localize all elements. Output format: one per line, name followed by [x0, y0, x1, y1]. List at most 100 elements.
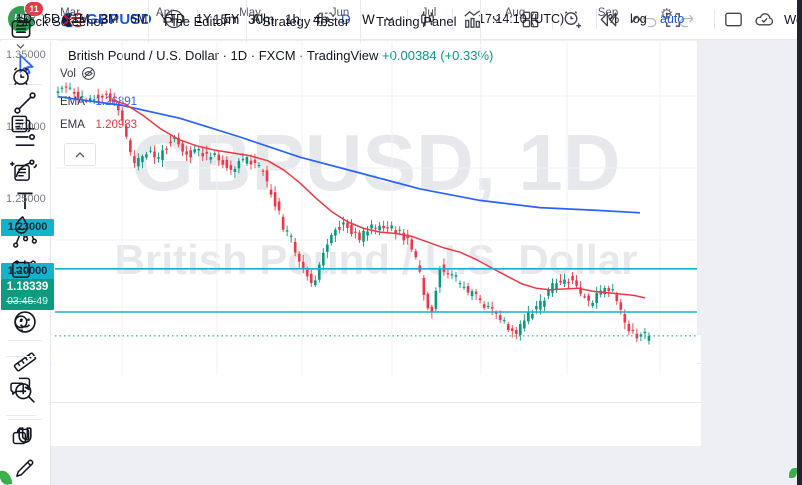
cloud-saved-icon[interactable]: [752, 8, 777, 31]
redo-icon[interactable]: [676, 9, 698, 31]
bottom-tab-pine-editor[interactable]: Pine Editor: [164, 14, 228, 29]
brush-tool-icon[interactable]: [11, 156, 39, 184]
panel-fullscreen-icon[interactable]: [665, 12, 681, 28]
timeframe-button-30m[interactable]: 30m: [248, 12, 275, 27]
clock-utc[interactable]: 17:14:10 (UTC): [478, 12, 565, 26]
range-button-5d[interactable]: 5D: [44, 12, 60, 26]
text-tool-icon[interactable]: [11, 187, 39, 215]
toolbar-separator: [552, 9, 553, 29]
cursor-tool-icon[interactable]: [11, 51, 39, 79]
add-alert-icon[interactable]: [560, 8, 583, 31]
symbol-button[interactable]: GBPUSD: [86, 11, 152, 28]
price-tick-label: 1.35000: [6, 49, 46, 61]
range-button-1m[interactable]: 1M: [72, 12, 90, 26]
volume-legend-row[interactable]: Vol: [60, 66, 96, 81]
range-button-5y[interactable]: 5Y: [224, 12, 240, 26]
bottom-tab-trading-panel[interactable]: Trading Panel: [376, 14, 457, 29]
toolbar-separator: [407, 9, 408, 29]
eye-hidden-icon[interactable]: [81, 66, 96, 81]
corner-artifact: [789, 468, 797, 478]
trend-line-tool-icon[interactable]: [11, 89, 39, 117]
us-flag-icon: [70, 12, 86, 28]
price-change-label: +0.00384 (+0.33%): [382, 48, 494, 63]
percent-scale-button[interactable]: %: [608, 12, 620, 26]
go-to-date-icon[interactable]: [316, 9, 336, 29]
range-button-1d[interactable]: 1D: [16, 12, 32, 26]
bottom-tab-strategy-tester[interactable]: Strategy Tester: [262, 14, 350, 29]
chevron-down-icon: [40, 12, 48, 18]
timeframe-button-1h[interactable]: 1h: [285, 12, 301, 27]
calendar-icon[interactable]: [8, 256, 34, 282]
ema-slow-value: 1.20983: [95, 119, 138, 131]
toolbar-separator: [8, 84, 42, 85]
object-tree-windows-icon[interactable]: [8, 424, 34, 450]
time-axis-label-jun[interactable]: Jun: [330, 7, 350, 19]
edit-pencil-icon[interactable]: [11, 454, 39, 482]
measure-ruler-icon[interactable]: [11, 348, 39, 376]
scrollbar-strip[interactable]: [797, 0, 802, 485]
ema-slow-legend-row[interactable]: EMA 1.20983: [60, 119, 137, 131]
news-headlines-icon[interactable]: [8, 111, 34, 137]
chevron-down-icon[interactable]: [492, 16, 501, 23]
hotlists-flame-icon[interactable]: [8, 212, 34, 238]
time-axis-label-mar[interactable]: Mar: [60, 7, 80, 19]
fib-retracement-tool-icon[interactable]: [11, 123, 39, 151]
range-button-1y[interactable]: 1Y: [196, 12, 212, 26]
time-axis-label-sep[interactable]: Sep: [597, 7, 619, 19]
timeframe-button-15m[interactable]: 15m: [213, 12, 240, 27]
time-axis-label-jul[interactable]: Jul: [421, 7, 437, 19]
last-price-badge[interactable]: 1.18339 03:45:49: [1, 279, 54, 311]
data-window-icon[interactable]: [8, 159, 34, 185]
price-axis-currency-menu[interactable]: USD: [11, 8, 48, 22]
range-button-ytd[interactable]: YTD: [160, 12, 185, 26]
panel-expand-chevron-icon[interactable]: [630, 15, 644, 24]
chart-watermark-name: British Pound / U.S. Dollar: [114, 236, 638, 283]
tab-separator: [480, 0, 481, 43]
last-price-value: 1.18339: [6, 281, 49, 294]
range-button-all[interactable]: All: [252, 12, 266, 26]
ideas-lightbulb-icon[interactable]: [8, 311, 34, 337]
tab-separator: [360, 0, 361, 43]
range-button-3m[interactable]: 3M: [101, 12, 119, 26]
alerts-clock-icon[interactable]: [8, 63, 34, 89]
timeframe-button-4h[interactable]: 4h: [313, 12, 329, 27]
footer-separator: [596, 9, 597, 29]
price-level-badge-lower[interactable]: 1.20000: [1, 262, 54, 280]
bar-replay-icon[interactable]: [597, 8, 620, 31]
chart-pane[interactable]: GBPUSD, 1D British Pound / U.S. Dollar B…: [52, 41, 697, 375]
indicators-icon[interactable]: [461, 8, 484, 31]
undo-icon[interactable]: [638, 9, 660, 31]
ema-fast-value: 1.26891: [95, 96, 138, 108]
time-axis-label-aug[interactable]: Aug: [504, 7, 526, 19]
legend-collapse-button[interactable]: [64, 143, 96, 166]
chats-icon[interactable]: [8, 373, 34, 399]
time-axis-label-may[interactable]: May: [239, 7, 261, 19]
range-button-6m[interactable]: 6M: [130, 12, 148, 26]
chevron-down-icon: [16, 43, 113, 50]
notification-badge: 11: [24, 1, 44, 17]
toolbar-separator: [714, 9, 715, 29]
layout-grid-icon[interactable]: [519, 8, 542, 31]
toolbar-separator: [197, 9, 198, 29]
ema-label: EMA: [60, 119, 85, 131]
symbol-description[interactable]: British Pound / U.S. Dollar · 1D · FXCM …: [68, 48, 379, 63]
timeframe-button-w[interactable]: W: [362, 12, 375, 27]
sidebar-separator: [6, 356, 36, 357]
compare-add-icon[interactable]: [163, 8, 185, 30]
chart-legend-header[interactable]: British Pound / U.S. Dollar · 1D · FXCM …: [68, 48, 493, 63]
price-tick-label: 1.25000: [6, 193, 46, 205]
toolbar-separator: [8, 340, 42, 341]
bottom-tab-stock-screener[interactable]: Stock Screener: [16, 0, 113, 50]
top-toolbar: UE 11 GBPUSD 15m 30m 1h 4h D W: [0, 0, 802, 40]
timeframe-button-d[interactable]: D: [341, 12, 351, 27]
toolbar-separator: [8, 419, 42, 420]
tab-separator: [246, 0, 247, 43]
chart-style-candles-icon[interactable]: [416, 8, 439, 31]
save-layout-icon[interactable]: [722, 8, 745, 31]
auto-scale-button[interactable]: auto: [660, 12, 685, 26]
ema-fast-legend-row[interactable]: EMA 1.26891: [60, 96, 137, 108]
time-axis-label-apr[interactable]: Apr: [156, 7, 174, 19]
watchlist-icon[interactable]: [8, 16, 34, 42]
chevron-down-icon[interactable]: [385, 16, 394, 23]
